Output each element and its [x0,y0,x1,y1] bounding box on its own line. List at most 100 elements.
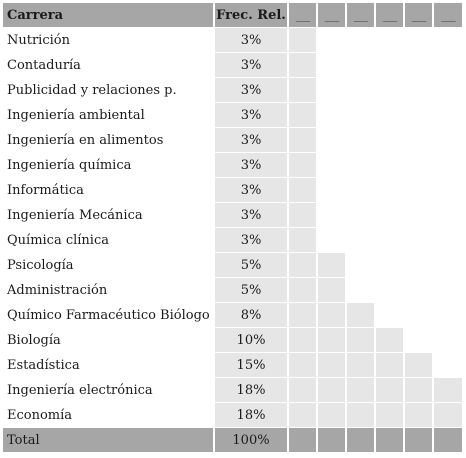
bar-block-filled [289,328,318,353]
total-bar-4 [376,428,405,453]
header-bar-3: ___ [347,3,376,28]
bar-block-empty [318,103,347,128]
header-bar-2: ___ [318,3,347,28]
bar-block-empty [434,203,462,228]
bar-block-empty [434,253,462,278]
freq-value: 3% [215,153,289,178]
bar-block-empty [376,28,405,53]
header-frec-rel: Frec. Rel. [215,3,289,28]
bar-block-filled [318,253,347,278]
header-bar-6: ___ [434,3,462,28]
bar-block-empty [405,203,434,228]
bar-block-filled [289,203,318,228]
bar-block-empty [434,103,462,128]
total-bar-2 [318,428,347,453]
bar-block-empty [347,53,376,78]
bar-block-empty [405,303,434,328]
bar-block-filled [289,253,318,278]
header-carrera: Carrera [3,3,215,28]
bar-block-empty [434,153,462,178]
bar-block-filled [318,278,347,303]
bar-block-filled [347,378,376,403]
freq-value: 10% [215,328,289,353]
table-row: Contaduría 3% [3,53,462,78]
bar-block-filled [289,228,318,253]
table-row: Ingeniería Mecánica 3% [3,203,462,228]
table-row: Estadística 15% [3,353,462,378]
bar-block-empty [405,53,434,78]
bar-block-empty [318,178,347,203]
total-freq: 100% [215,428,289,453]
bar-block-empty [405,228,434,253]
bar-block-empty [347,153,376,178]
bar-block-empty [376,278,405,303]
bar-block-empty [405,253,434,278]
table-row: Administración 5% [3,278,462,303]
bar-block-filled [318,328,347,353]
bar-block-filled [405,353,434,378]
bar-block-empty [347,228,376,253]
freq-value: 3% [215,203,289,228]
bar-block-empty [347,103,376,128]
bar-block-empty [434,53,462,78]
table-row: Ingeniería ambiental 3% [3,103,462,128]
bar-block-empty [376,128,405,153]
carrera-label: Contaduría [3,53,215,78]
bar-block-empty [376,153,405,178]
bar-block-empty [405,328,434,353]
header-bar-4: ___ [376,3,405,28]
frequency-table: Carrera Frec. Rel. ___ ___ ___ ___ ___ _… [3,3,462,453]
bar-block-filled [405,403,434,428]
freq-value: 3% [215,53,289,78]
carrera-label: Ingeniería química [3,153,215,178]
table-row: Economía 18% [3,403,462,428]
total-bar-6 [434,428,462,453]
bar-block-filled [289,178,318,203]
bar-block-empty [347,278,376,303]
carrera-label: Publicidad y relaciones p. [3,78,215,103]
total-bar-5 [405,428,434,453]
header-bar-5: ___ [405,3,434,28]
carrera-label: Químico Farmacéutico Biólogo [3,303,215,328]
table-row: Nutrición 3% [3,28,462,53]
bar-block-filled [289,378,318,403]
bar-block-empty [405,28,434,53]
table-row: Ingeniería electrónica 18% [3,378,462,403]
bar-block-filled [318,303,347,328]
bar-block-filled [289,278,318,303]
bar-block-filled [289,303,318,328]
bar-block-empty [434,278,462,303]
table-row: Publicidad y relaciones p. 3% [3,78,462,103]
bar-block-empty [318,228,347,253]
bar-block-filled [376,353,405,378]
freq-value: 18% [215,403,289,428]
bar-block-empty [434,128,462,153]
bar-block-empty [318,203,347,228]
bar-block-filled [289,128,318,153]
carrera-label: Psicología [3,253,215,278]
freq-value: 15% [215,353,289,378]
table-row: Informática 3% [3,178,462,203]
bar-block-empty [405,178,434,203]
table-row: Química clínica 3% [3,228,462,253]
bar-block-empty [376,178,405,203]
carrera-label: Ingeniería en alimentos [3,128,215,153]
bar-block-empty [434,328,462,353]
bar-block-empty [376,228,405,253]
bar-block-empty [434,303,462,328]
bar-block-filled [289,53,318,78]
freq-value: 18% [215,378,289,403]
freq-value: 5% [215,278,289,303]
bar-block-empty [347,28,376,53]
bar-block-empty [376,203,405,228]
bar-block-filled [434,403,462,428]
freq-value: 8% [215,303,289,328]
bar-block-filled [318,378,347,403]
bar-block-empty [405,153,434,178]
bar-block-filled [289,403,318,428]
bar-block-empty [376,78,405,103]
carrera-label: Informática [3,178,215,203]
bar-block-filled [289,103,318,128]
bar-block-empty [318,128,347,153]
freq-value: 3% [215,228,289,253]
